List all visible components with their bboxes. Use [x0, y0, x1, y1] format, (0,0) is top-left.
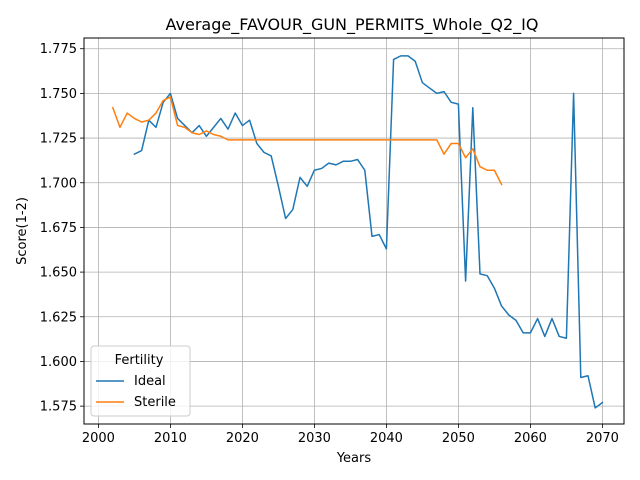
y-tick-label: 1.700 [40, 176, 77, 191]
y-tick-label: 1.650 [40, 266, 77, 281]
chart-title: Average_FAVOUR_GUN_PERMITS_Whole_Q2_IQ [166, 15, 539, 35]
y-tick-label: 1.775 [40, 42, 77, 57]
series-line-sterile [111, 96, 503, 186]
x-tick-label: 2040 [370, 431, 403, 446]
x-axis: 2000 2010 2020 2030 2040 2050 2060 2070 [82, 424, 619, 446]
x-tick-label: 2010 [154, 431, 187, 446]
y-tick-label: 1.675 [40, 221, 77, 236]
x-tick-label: 2060 [514, 431, 547, 446]
x-tick-label: 2000 [82, 431, 115, 446]
x-tick-label: 2020 [226, 431, 259, 446]
legend-box [90, 345, 191, 417]
x-tick-label: 2030 [298, 431, 331, 446]
y-axis-label: Score(1-2) [15, 197, 30, 265]
series-layer [111, 55, 604, 409]
legend-label-sterile: Sterile [134, 395, 176, 410]
y-tick-label: 1.725 [40, 132, 77, 147]
plot-area-frame [83, 37, 625, 425]
y-axis: 1.575 1.600 1.625 1.650 1.675 1.700 1.725 1.750… [40, 42, 84, 415]
y-tick-label: 1.750 [40, 87, 77, 102]
legend-label-ideal: Ideal [134, 374, 166, 389]
x-axis-label: Years [336, 451, 372, 466]
x-tick-label: 2070 [586, 431, 619, 446]
y-tick-label: 1.575 [40, 400, 77, 415]
legend-title: Fertility [115, 353, 164, 368]
series-line-ideal [133, 55, 604, 409]
x-tick-label: 2050 [442, 431, 475, 446]
y-tick-label: 1.600 [40, 355, 77, 370]
legend: Fertility Ideal Sterile [90, 345, 191, 417]
y-tick-label: 1.625 [40, 310, 77, 325]
